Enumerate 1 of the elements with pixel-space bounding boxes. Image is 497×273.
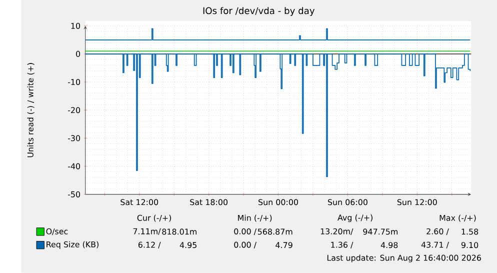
chart-title: IOs for /dev/vda - by day xyxy=(203,7,315,16)
